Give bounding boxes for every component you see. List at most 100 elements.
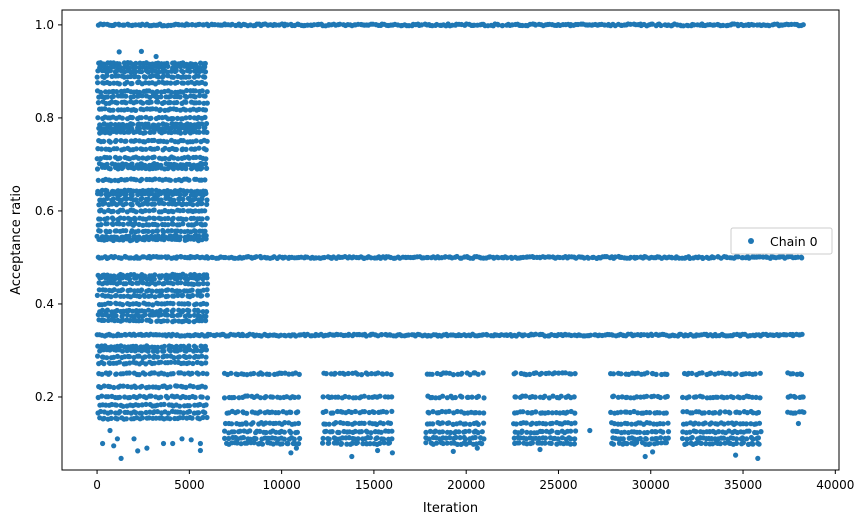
data-point [161,401,167,407]
data-point [121,215,127,221]
data-point [158,359,164,365]
data-point [352,428,358,434]
data-point [533,409,539,415]
data-point [181,80,187,86]
data-point [139,195,145,201]
data-point [716,429,722,435]
data-point [164,307,170,313]
data-point [472,434,478,441]
data-point [199,318,205,324]
data-point [204,129,210,135]
data-point [555,429,561,436]
data-point [377,440,383,446]
data-point [186,403,193,409]
data-point [120,275,126,281]
data-point [158,312,164,318]
data-point [173,67,179,74]
data-point [611,393,617,399]
data-point [117,215,123,221]
data-point [156,280,162,286]
data-point [708,420,715,426]
data-point [165,293,171,299]
data-point [706,409,712,416]
data-point [750,436,756,442]
data-point [196,100,202,106]
data-point [107,370,113,376]
data-point [152,294,158,300]
data-point [183,107,189,113]
data-point [124,177,130,183]
data-point [190,64,196,70]
data-point [229,421,235,427]
data-point [199,196,205,202]
data-point [180,308,186,314]
data-point [119,115,125,121]
data-point [199,200,205,207]
data-point [142,208,148,214]
data-point [170,116,176,122]
data-point [426,436,432,442]
data-point [204,292,210,298]
data-point [799,255,805,261]
data-point [136,301,142,307]
data-point [107,147,113,153]
data-point [151,276,157,282]
data-point [378,429,384,435]
data-point [368,430,374,436]
data-point [725,420,731,426]
data-point [176,237,183,243]
data-point [204,414,210,421]
data-point [152,272,158,278]
data-point [190,164,196,170]
data-point [170,209,176,215]
data-point [184,87,190,94]
data-point [142,371,148,377]
data-point [97,216,103,222]
data-point [383,409,390,415]
data-point [243,421,250,427]
data-point [177,192,183,198]
data-point [172,318,178,324]
data-point [664,371,670,377]
data-point [792,410,798,416]
data-point [102,287,108,293]
data-point [107,139,113,145]
data-point [658,22,664,29]
data-point [129,115,135,121]
data-point [281,429,287,435]
data-point [183,128,189,135]
data-point [196,124,202,130]
data-point [644,393,650,399]
data-point [481,420,487,426]
data-point [98,408,104,415]
data-point [101,209,107,215]
data-point [228,370,234,376]
data-point [222,428,228,434]
data-point [680,394,686,400]
data-point [204,215,210,221]
data-point [154,89,160,95]
data-point [126,354,132,360]
data-point [344,441,350,447]
data-point [115,73,121,79]
data-point [377,393,383,399]
data-point [693,440,699,446]
data-point [345,370,351,377]
legend-label-chain-0: Chain 0 [770,234,818,249]
data-point [380,421,386,427]
data-point [708,370,714,376]
data-point [151,360,158,366]
data-point [199,237,205,243]
x-axis-label: Iteration [423,501,478,516]
data-point [138,115,144,121]
data-point [203,121,210,127]
data-point [513,394,519,400]
data-point [226,435,232,442]
data-point [204,287,210,293]
data-point [475,371,481,377]
data-point [175,292,181,299]
data-point [188,437,194,443]
data-point [117,409,123,415]
data-point [200,414,206,421]
data-point [753,394,759,400]
